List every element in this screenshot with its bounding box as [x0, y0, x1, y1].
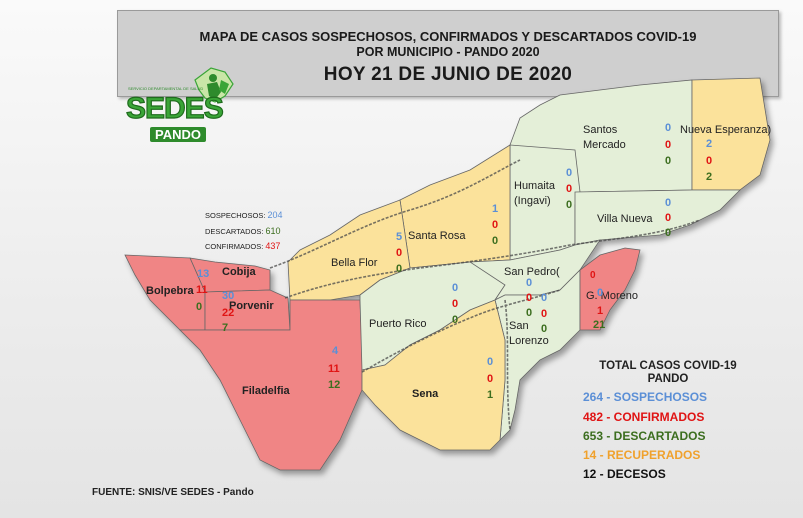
puerto-rico-suspected: 0	[452, 282, 459, 294]
g-moreno-extra: 0	[590, 270, 596, 281]
filadelfia-confirmed: 11	[328, 363, 340, 375]
villa-nueva-discarded: 0	[665, 227, 672, 239]
cobija-suspected: 13	[197, 268, 210, 280]
santos-mercado-suspected: 0	[665, 122, 672, 134]
totals-title: TOTAL CASOS COVID-19 PANDO	[593, 360, 743, 386]
porvenir-discarded: 7	[222, 322, 229, 334]
legend-confirmed-label: CONFIRMADOS:	[205, 242, 264, 251]
san-lorenzo-suspected: 0	[541, 292, 548, 304]
villa-nueva-suspected: 0	[665, 197, 672, 209]
villa-nueva-confirmed: 0	[665, 212, 672, 224]
santos-mercado-discarded: 0	[665, 155, 672, 167]
label-villa-nueva: Villa Nueva	[597, 213, 653, 225]
puerto-rico-discarded: 0	[452, 314, 459, 326]
label-santos-mercado-2: Mercado	[583, 139, 626, 151]
san-pedro-suspected: 0	[526, 277, 533, 289]
bolpebra-confirmed: 11	[196, 284, 208, 296]
bella-flor-discarded: 0	[396, 263, 403, 275]
title-line-2: POR MUNICIPIO - PANDO 2020	[356, 45, 540, 59]
san-pedro-discarded: 0	[526, 307, 533, 319]
label-filadelfia: Filadelfia	[242, 385, 290, 397]
total-recovered: 14 - RECUPERADOS	[583, 448, 701, 462]
logo-wordmark: SEDES	[125, 91, 224, 125]
label-bella-flor: Bella Flor	[331, 257, 378, 269]
label-santa-rosa: Santa Rosa	[408, 230, 466, 242]
logo-caption: SERVICIO DEPARTAMENTAL DE SALUD	[128, 86, 204, 91]
santa-rosa-discarded: 0	[492, 235, 499, 247]
label-san-lorenzo-1: San	[509, 320, 529, 332]
total-suspected: 264 - SOSPECHOSOS	[583, 390, 708, 404]
humaita-suspected: 0	[566, 167, 573, 179]
santa-rosa-confirmed: 0	[492, 219, 499, 231]
label-sena: Sena	[412, 388, 439, 400]
total-deaths: 12 - DECESOS	[583, 467, 666, 481]
puerto-rico-confirmed: 0	[452, 298, 459, 310]
humaita-discarded: 0	[566, 199, 573, 211]
san-lorenzo-discarded: 0	[541, 323, 548, 335]
sena-suspected: 0	[487, 356, 494, 368]
label-humaita-2: (Ingavi)	[514, 195, 551, 207]
total-discarded: 653 - DESCARTADOS	[583, 429, 706, 443]
region-g-moreno	[579, 247, 641, 331]
cobija-legend-suspected: SOSPECHOSOS: 204	[205, 208, 282, 224]
label-g-moreno: G. Moreno	[586, 290, 638, 302]
label-santos-mercado-1: Santos	[583, 124, 618, 136]
porvenir-confirmed: 22	[222, 307, 235, 319]
label-puerto-rico: Puerto Rico	[369, 318, 427, 330]
g-moreno-suspected: 0	[597, 287, 604, 299]
san-pedro-confirmed: 0	[526, 292, 533, 304]
santa-rosa-suspected: 1	[492, 203, 499, 215]
region-sena	[361, 299, 506, 451]
label-humaita-1: Humaita	[514, 180, 555, 192]
sena-confirmed: 0	[487, 373, 494, 385]
totals-title-2: PANDO	[647, 373, 689, 385]
label-san-lorenzo-2: Lorenzo	[509, 335, 549, 347]
total-confirmed: 482 - CONFIRMADOS	[583, 410, 705, 424]
humaita-confirmed: 0	[566, 183, 573, 195]
bolpebra-discarded: 0	[196, 301, 203, 313]
label-bolpebra: Bolpebra	[146, 285, 194, 297]
legend-confirmed-value: 437	[265, 241, 281, 251]
label-porvenir: Porvenir	[229, 300, 274, 312]
porvenir-suspected: 30	[222, 290, 235, 302]
cobija-legend-confirmed: CONFIRMADOS: 437	[205, 239, 282, 255]
label-cobija: Cobija	[222, 266, 256, 278]
cobija-legend: SOSPECHOSOS: 204 DESCARTADOS: 610 CONFIRMA…	[205, 208, 282, 255]
san-lorenzo-confirmed: 0	[541, 308, 548, 320]
logo-subtitle: PANDO	[150, 127, 206, 142]
legend-suspected-label: SOSPECHOSOS:	[205, 211, 266, 220]
title-line-1: MAPA DE CASOS SOSPECHOSOS, CONFIRMADOS Y…	[199, 29, 697, 44]
sena-discarded: 1	[487, 389, 494, 401]
filadelfia-suspected: 4	[332, 345, 339, 357]
nueva-esperanza-suspected: 2	[706, 138, 713, 150]
bella-flor-confirmed: 0	[396, 247, 403, 259]
sedes-logo-icon	[194, 67, 234, 103]
bella-flor-suspected: 5	[396, 231, 403, 243]
label-san-pedro: San Pedro(	[504, 266, 560, 278]
region-filadelfia	[179, 299, 363, 471]
g-moreno-discarded: 21	[593, 319, 606, 331]
legend-discarded-value: 610	[265, 225, 281, 236]
label-nueva-esperanza: Nueva Esperanza)	[680, 124, 772, 136]
totals-title-1: TOTAL CASOS COVID-19	[599, 360, 737, 372]
filadelfia-discarded: 12	[328, 379, 341, 391]
nueva-esperanza-confirmed: 0	[706, 155, 713, 167]
region-porvenir	[204, 289, 291, 331]
g-moreno-confirmed: 1	[597, 305, 604, 317]
report-date: HOY 21 DE JUNIO DE 2020	[323, 64, 573, 85]
source-note: FUENTE: SNIS/VE SEDES - Pando	[92, 487, 254, 498]
nueva-esperanza-discarded: 2	[706, 171, 713, 183]
legend-suspected-value: 204	[267, 210, 283, 220]
legend-discarded-label: DESCARTADOS:	[205, 226, 264, 236]
cobija-legend-discarded: DESCARTADOS: 610	[205, 224, 282, 240]
santos-mercado-confirmed: 0	[665, 139, 672, 151]
